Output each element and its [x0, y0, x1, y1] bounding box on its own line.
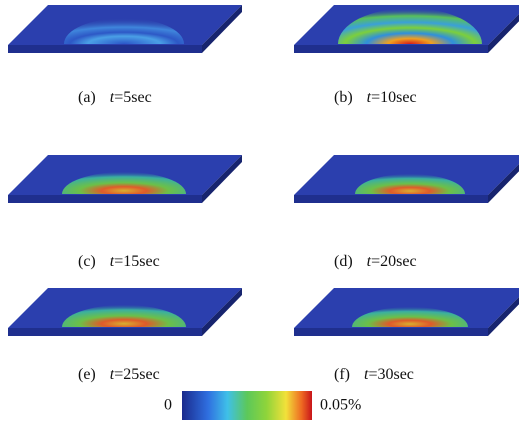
- figure: 0 0.05% (a)t=5sec (b)t=10sec (c)t=15sec (d)…: [0, 0, 519, 421]
- caption-value: =25sec: [114, 366, 159, 383]
- panel-label: (b): [334, 89, 353, 106]
- caption-value: =10sec: [371, 89, 416, 106]
- panel: (e)t=25sec: [8, 288, 242, 383]
- panel: (f)t=30sec: [294, 288, 519, 383]
- colorbar-min: 0: [164, 397, 172, 414]
- caption-value: =15sec: [114, 253, 159, 270]
- colorbar: [182, 391, 312, 420]
- plate-front: [8, 328, 202, 336]
- panel-caption: (f)t=30sec: [334, 366, 414, 383]
- caption-value: =30sec: [368, 366, 413, 383]
- panel-label: (f): [334, 366, 350, 383]
- panel-caption: (c)t=15sec: [78, 253, 160, 270]
- colorbar-max: 0.05%: [320, 397, 361, 414]
- caption-value: =20sec: [371, 253, 416, 270]
- panel: (d)t=20sec: [294, 155, 519, 270]
- panel-caption: (e)t=25sec: [78, 366, 160, 383]
- plate-front: [294, 328, 488, 336]
- panel-caption: (b)t=10sec: [334, 89, 417, 106]
- plate-front: [294, 45, 488, 53]
- plate-front: [8, 195, 202, 203]
- panel: (a)t=5sec: [8, 5, 242, 106]
- panel-caption: (d)t=20sec: [334, 253, 417, 270]
- panel-label: (d): [334, 253, 353, 270]
- plate-front: [294, 195, 488, 203]
- panel: (c)t=15sec: [8, 155, 242, 270]
- panel-label: (c): [78, 253, 96, 270]
- panel-label: (e): [78, 366, 96, 383]
- caption-value: =5sec: [114, 89, 151, 106]
- plate-front: [8, 45, 202, 53]
- panel-caption: (a)t=5sec: [78, 89, 152, 106]
- panel-label: (a): [78, 89, 96, 106]
- panel: (b)t=10sec: [294, 5, 519, 106]
